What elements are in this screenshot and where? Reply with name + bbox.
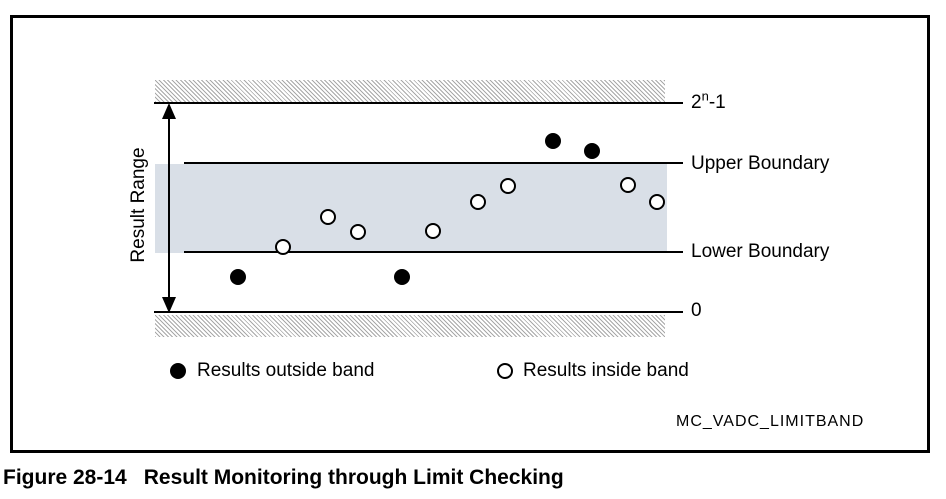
hatch-bar-top [155, 80, 665, 102]
drawing-id-label: MC_VADC_LIMITBAND [676, 413, 865, 430]
lower-boundary-label: Lower Boundary [691, 241, 830, 262]
upper-boundary-line [184, 162, 683, 164]
legend-inside-marker-icon [497, 363, 513, 379]
zero-line [154, 311, 683, 313]
legend-outside-label: Results outside band [197, 360, 375, 381]
lower-boundary-line [184, 251, 683, 253]
hatch-bar-bottom [155, 315, 665, 337]
upper-boundary-label: Upper Boundary [691, 153, 830, 174]
figure-caption: Figure 28-14 Result Monitoring through L… [3, 466, 564, 490]
full-scale-label: 2n-1 [691, 88, 726, 113]
legend-inside-label: Results inside band [523, 360, 689, 381]
result-range-label: Result Range [128, 147, 149, 263]
legend-outside-marker-icon [170, 363, 186, 379]
superscript-n: n [701, 88, 709, 104]
figure-caption-number: Figure 28-14 [3, 466, 127, 489]
limit-band [155, 164, 667, 253]
figure-caption-title: Result Monitoring through Limit Checking [143, 466, 564, 489]
full-scale-line [154, 102, 683, 104]
arrowhead-up-icon [162, 103, 176, 119]
arrowhead-down-icon [162, 297, 176, 313]
zero-label: 0 [691, 300, 702, 321]
result-range-arrow [168, 114, 170, 302]
